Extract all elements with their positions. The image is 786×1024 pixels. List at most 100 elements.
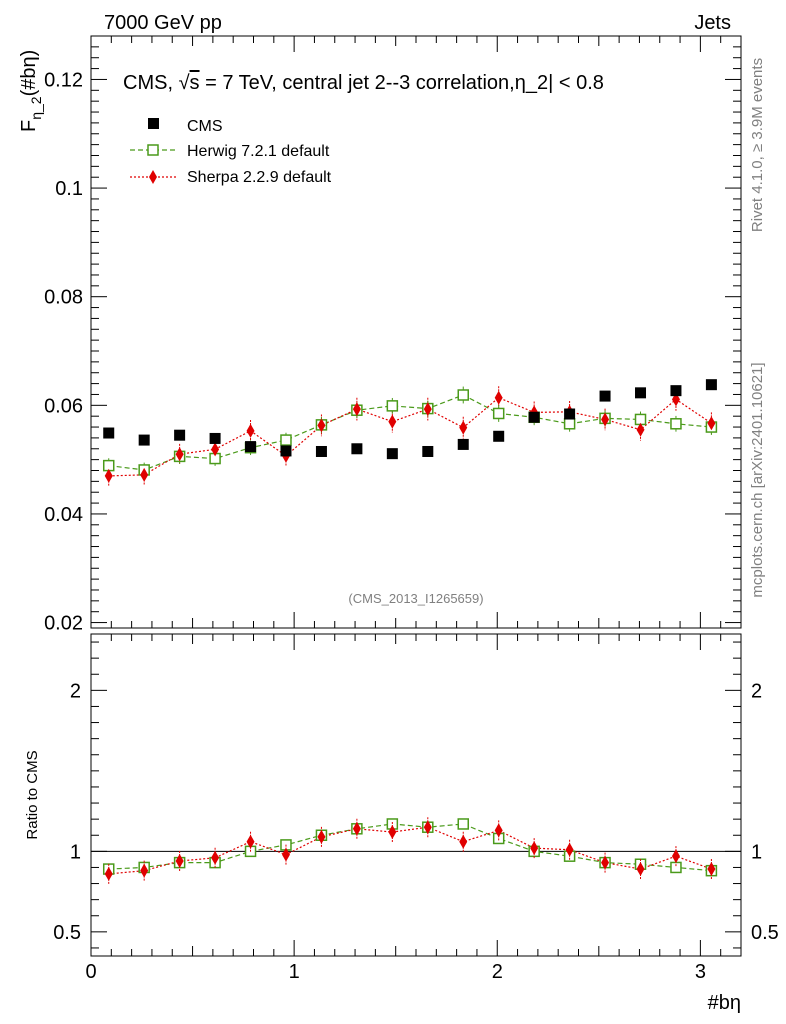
ratio-y-tick-label-right: 2 [751, 680, 762, 702]
sherpa-point [317, 418, 326, 433]
cms-point [315, 445, 327, 457]
main-data-layer [102, 379, 718, 487]
cms-point [209, 432, 221, 444]
ratio-sherpa-point [104, 866, 113, 881]
ratio-y-axis-label: Ratio to CMS [24, 750, 41, 839]
ratio-sherpa-point [423, 820, 432, 835]
chart-title-prefix: CMS, [123, 72, 179, 94]
ratio-sherpa-point [707, 862, 716, 877]
chart-title: CMS, √s = 7 TeV, central jet 2--3 correl… [123, 72, 604, 94]
header-right: Jets [694, 12, 731, 34]
cms-point [351, 443, 363, 455]
ratio-sherpa-point [494, 823, 503, 838]
ratio-y-tick-label: 2 [70, 680, 81, 702]
ratio-sherpa-point [211, 850, 220, 865]
herwig-point [492, 407, 505, 420]
sherpa-series-line [108, 397, 712, 477]
legend-label-herwig: Herwig 7.2.1 default [187, 143, 330, 160]
ratio-y-tick-label-right: 1 [751, 841, 762, 863]
main-y-tick-label: 0.06 [44, 395, 83, 417]
ratio-sherpa-point [281, 847, 290, 862]
cms-point [705, 379, 717, 391]
legend-label-sherpa: Sherpa 2.2.9 default [187, 169, 332, 186]
legend: CMS Herwig 7.2.1 default Sherpa 2.2.9 de… [130, 118, 332, 186]
ratio-sherpa-point [565, 842, 574, 857]
herwig-point [457, 389, 469, 401]
ratio-x-tick-label: 0 [85, 961, 96, 983]
svg-text:Fη_2(#bη): Fη_2(#bη) [18, 50, 44, 132]
sherpa-point [636, 422, 645, 437]
sherpa-point [601, 412, 610, 427]
cms-point [280, 445, 292, 457]
ratio-sherpa-line [108, 826, 712, 875]
ratio-sherpa-point [352, 821, 361, 836]
cms-point [528, 411, 540, 423]
y-label-sub: η_2 [28, 96, 44, 120]
sherpa-point [388, 414, 397, 429]
main-y-axis-label: Fη_2(#bη) [18, 50, 44, 132]
ratio-sherpa-point [459, 834, 468, 849]
main-y-tick-label: 0.02 [44, 613, 83, 635]
sherpa-point [707, 416, 716, 431]
ratio-sherpa-point [530, 841, 539, 856]
ratio-herwig-point [457, 818, 469, 830]
analysis-watermark: (CMS_2013_I1265659) [348, 591, 483, 606]
x-axis-label: #bη [708, 992, 741, 1014]
ratio-sherpa-point [246, 834, 255, 849]
ratio-y-tick-label-right: 0.5 [751, 922, 779, 944]
ratio-data-layer [102, 817, 718, 884]
legend-marker-herwig [147, 144, 159, 156]
ratio-x-tick-label: 2 [492, 961, 503, 983]
cms-point [174, 429, 186, 441]
cms-point [103, 427, 115, 439]
legend-marker-sherpa [149, 170, 157, 184]
ratio-sherpa-point [388, 825, 397, 840]
ratio-herwig-point [670, 861, 682, 874]
ratio-sherpa-point [140, 863, 149, 878]
sherpa-point [494, 390, 503, 405]
cms-point [457, 438, 469, 450]
rivet-label: Rivet 4.1.0, ≥ 3.9M events [749, 58, 766, 232]
ratio-x-tick-label: 3 [695, 961, 706, 983]
sherpa-point [459, 420, 468, 435]
ratio-sherpa-point [175, 854, 184, 869]
ratio-plot-frame [90, 633, 742, 957]
sherpa-point [175, 447, 184, 462]
cms-point [245, 441, 257, 453]
legend-label-cms: CMS [187, 118, 223, 135]
herwig-point [563, 418, 576, 430]
sherpa-point [211, 442, 220, 457]
y-label-main: F [18, 120, 40, 132]
chart-title-suffix: = 7 TeV, central jet 2--3 correlation,η_… [200, 72, 604, 94]
herwig-point [280, 434, 292, 446]
herwig-point [670, 418, 682, 430]
sherpa-point [352, 402, 361, 417]
cms-point [386, 448, 398, 460]
header-left: 7000 GeV pp [104, 12, 222, 34]
ratio-x-tick-label: 1 [289, 961, 300, 983]
chart-title-sqrt: s [190, 72, 200, 94]
herwig-point [386, 400, 399, 412]
ratio-sherpa-point [671, 849, 680, 864]
herwig-series-line [108, 394, 712, 471]
cms-point [599, 390, 611, 402]
y-label-tail: (#bη) [18, 50, 40, 97]
cms-point [422, 445, 434, 457]
main-y-tick-label: 0.08 [44, 287, 83, 309]
ratio-sherpa-point [317, 829, 326, 844]
sherpa-point [423, 402, 432, 417]
main-y-tick-label: 0.1 [55, 178, 83, 200]
sherpa-point [246, 423, 255, 438]
main-axis-ticks: 0.02 0.04 0.06 0.08 0.1 0.12 [44, 35, 742, 635]
main-y-tick-label: 0.04 [44, 504, 83, 526]
cms-point [564, 408, 576, 420]
ratio-herwig-line [108, 823, 712, 872]
cms-point [138, 434, 150, 446]
ratio-axis-ticks: 0 1 2 3 0.5 0.5 1 1 2 2 [53, 634, 779, 983]
legend-marker-cms [148, 118, 159, 129]
cms-point [670, 385, 682, 397]
ratio-y-tick-label: 1 [70, 841, 81, 863]
sherpa-point [140, 467, 149, 482]
mcplots-label: mcplots.cern.ch [arXiv:2401.10621] [749, 362, 766, 597]
